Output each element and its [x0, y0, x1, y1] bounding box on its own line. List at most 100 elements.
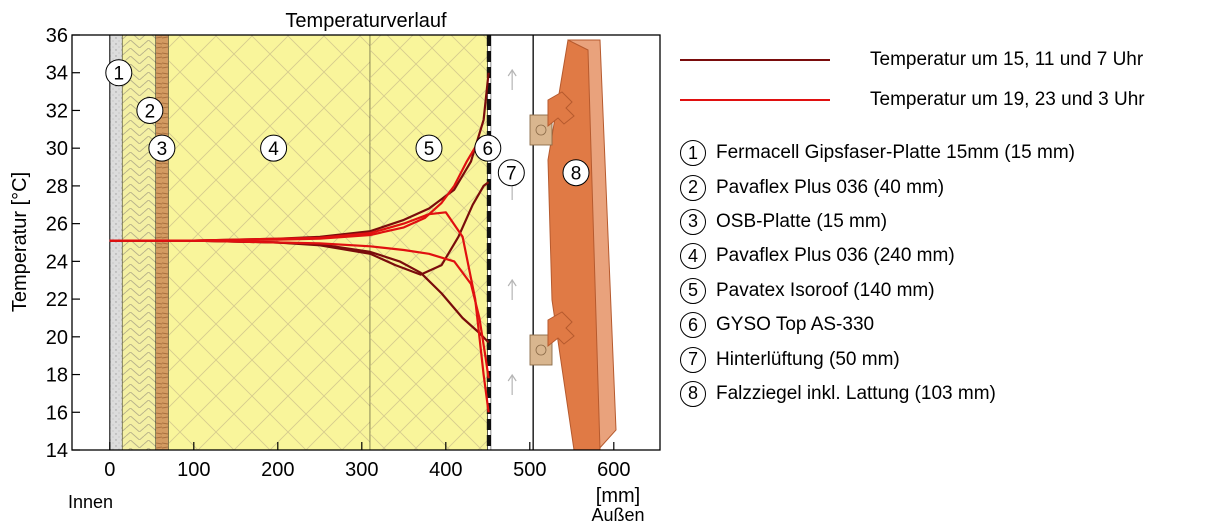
x-tick-label: 100 — [177, 459, 210, 481]
layer-texture-5 — [370, 35, 488, 450]
membrane-segment — [486, 227, 493, 238]
layer-number: 5 — [680, 277, 706, 304]
y-axis-label: Temperatur [°C] — [9, 172, 31, 312]
membrane-segment — [486, 99, 493, 110]
membrane-segment — [486, 339, 493, 350]
x-tick-label: 200 — [261, 459, 294, 481]
membrane-segment — [486, 35, 493, 46]
airflow-arrow-head — [507, 68, 517, 77]
layer-number: 4 — [680, 243, 706, 270]
layer-badge-6 — [474, 134, 502, 162]
series-line-2-2 — [109, 239, 490, 379]
y-tick-label: 16 — [46, 402, 68, 424]
y-tick-label: 36 — [46, 25, 68, 47]
membrane-segment — [486, 403, 493, 414]
membrane-segment — [486, 275, 493, 286]
layer-number: 1 — [680, 140, 706, 167]
tile-hook — [547, 91, 575, 128]
layer-number: 3 — [680, 208, 706, 235]
batten-grain — [535, 124, 547, 136]
x-tick-label: 300 — [345, 459, 378, 481]
layer-item: 2 Pavaflex Plus 036 (40 mm) — [680, 170, 1215, 204]
layer-badge-7 — [497, 159, 525, 187]
batten — [529, 334, 553, 366]
membrane-segment — [486, 211, 493, 222]
membrane-segment — [486, 419, 493, 430]
x-tick-label: 600 — [597, 459, 630, 481]
y-tick-label: 18 — [46, 365, 68, 387]
layer-badge-label: 4 — [268, 139, 279, 160]
layer-badge-1 — [105, 59, 133, 87]
chart-title: Temperaturverlauf — [285, 10, 447, 32]
x-axis: 0 100 200 300 400 500 600 — [104, 442, 630, 481]
membrane-segment — [486, 115, 493, 126]
layer-badge-label: 1 — [114, 64, 125, 85]
batten — [529, 114, 553, 146]
membrane-segment — [486, 179, 493, 190]
plot-frame — [71, 34, 661, 451]
membrane-segment — [486, 51, 493, 62]
legend-swatch-night — [680, 99, 830, 101]
roof-tiles-drawing — [529, 39, 617, 450]
membrane-segment — [486, 243, 493, 254]
layer-badge-label: 8 — [571, 164, 582, 185]
outside-label: Außen — [591, 505, 644, 524]
layer-badge-8 — [562, 159, 590, 187]
y-tick-label: 26 — [46, 214, 68, 236]
membrane-segment — [486, 83, 493, 94]
layer-item: 1 Fermacell Gipsfaser-Platte 15mm (15 mm) — [680, 136, 1215, 170]
x-tick-label: 500 — [513, 459, 546, 481]
y-tick-label: 20 — [46, 327, 68, 349]
y-tick-label: 32 — [46, 100, 68, 122]
layer-item: 5 Pavatex Isoroof (140 mm) — [680, 274, 1215, 308]
membrane-segment — [486, 291, 493, 302]
layer-name: Falzziegel inkl. Lattung (103 mm) — [716, 382, 996, 404]
membrane-segment — [486, 355, 493, 366]
legend-label-night: Temperatur um 19, 23 und 3 Uhr — [870, 89, 1145, 110]
legend-label-day: Temperatur um 15, 11 und 7 Uhr — [870, 49, 1144, 70]
layer-badge-3 — [148, 134, 176, 162]
y-tick-label: 24 — [46, 251, 68, 273]
layer-badge-4 — [260, 134, 288, 162]
airflow-arrow-head — [507, 278, 517, 287]
x-tick-label: 400 — [429, 459, 462, 481]
membrane-segment — [486, 371, 493, 382]
membrane-segment — [486, 259, 493, 270]
layer-band-6 — [487, 35, 492, 450]
layer-badge-label: 7 — [506, 164, 517, 185]
legend-swatch-day — [680, 59, 830, 61]
x-tick-label: 0 — [104, 459, 115, 481]
tile-front-profile — [547, 39, 601, 450]
x-axis-label: [mm] — [596, 485, 640, 507]
y-tick-label: 22 — [46, 289, 68, 311]
membrane-segment — [486, 163, 493, 174]
y-tick-label: 14 — [46, 440, 68, 462]
layer-name: Fermacell Gipsfaser-Platte 15mm (15 mm) — [716, 142, 1075, 164]
layer-item: 3 OSB-Platte (15 mm) — [680, 205, 1215, 239]
layer-list: 1 Fermacell Gipsfaser-Platte 15mm (15 mm)… — [680, 136, 1215, 411]
layer-name: Pavatex Isoroof (140 mm) — [716, 279, 935, 301]
inside-label: Innen — [68, 492, 113, 512]
legend-entry-day: Temperatur um 15, 11 und 7 Uhr — [680, 40, 1215, 80]
layer-name: OSB-Platte (15 mm) — [716, 210, 888, 232]
legend-entry-night: Temperatur um 19, 23 und 3 Uhr — [680, 80, 1215, 120]
legend: Temperatur um 15, 11 und 7 Uhr Temperatu… — [680, 40, 1215, 411]
layer-name: Hinterlüftung (50 mm) — [716, 348, 900, 370]
y-tick-label: 28 — [46, 176, 68, 198]
layer-number: 2 — [680, 174, 706, 201]
layer-texture-1 — [109, 35, 123, 450]
layer-badge-label: 3 — [157, 139, 168, 160]
layer-item: 8 Falzziegel inkl. Lattung (103 mm) — [680, 377, 1215, 411]
layer-item: 6 GYSO Top AS-330 — [680, 308, 1215, 342]
membrane-segment — [486, 195, 493, 206]
membrane-segment — [486, 323, 493, 334]
layer-number-badges: 123 4 5 67 8 — [105, 59, 590, 187]
airflow-arrow-head — [507, 373, 517, 382]
layer-name: Pavaflex Plus 036 (240 mm) — [716, 245, 955, 267]
layer-name: GYSO Top AS-330 — [716, 314, 875, 336]
layer-badge-label: 6 — [483, 139, 494, 160]
membrane-segment — [486, 67, 493, 78]
y-axis: 14 16 18 20 22 24 26 28 30 32 34 36 — [46, 25, 80, 462]
layer-number: 6 — [680, 312, 706, 339]
